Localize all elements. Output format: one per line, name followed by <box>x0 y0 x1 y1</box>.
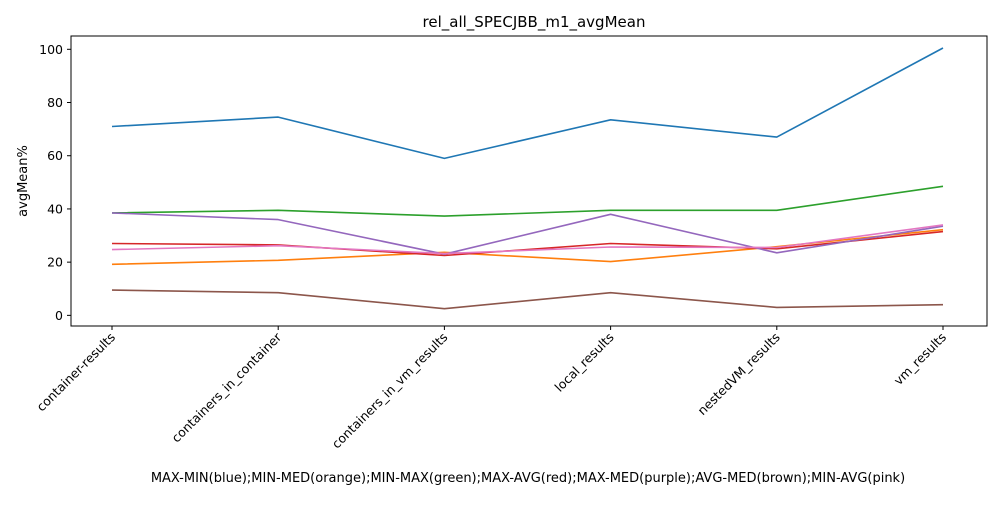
x-tick-label: containers_in_vm_results <box>329 330 451 452</box>
x-tick-label: nestedVM_results <box>694 330 782 418</box>
series-line-4 <box>111 212 944 255</box>
x-tick-label: container-results <box>33 330 118 415</box>
y-tick-label: 60 <box>47 148 63 163</box>
y-tick-label: 40 <box>47 201 63 216</box>
chart-title: rel_all_SPECJBB_m1_avgMean <box>423 13 646 32</box>
y-axis: 0 20 40 60 80 100 <box>39 42 71 323</box>
series-line-0 <box>111 47 944 160</box>
y-tick-label: 0 <box>55 308 63 323</box>
y-tick-label: 80 <box>47 95 63 110</box>
y-tick-label: 100 <box>39 42 63 57</box>
x-tick-label: vm_results <box>891 330 949 388</box>
series-lines <box>111 47 944 310</box>
series-line-3 <box>111 230 944 257</box>
x-tick-label: local_results <box>551 330 616 395</box>
series-line-5 <box>111 289 944 310</box>
x-axis: container-results containers_in_container… <box>33 326 949 451</box>
x-tick-label: containers_in_container <box>168 329 284 445</box>
y-axis-label: avgMean% <box>16 145 31 217</box>
y-tick-label: 20 <box>47 255 63 270</box>
x-axis-label: MAX-MIN(blue);MIN-MED(orange);MIN-MAX(gr… <box>151 471 905 486</box>
plot-area-frame <box>70 35 988 327</box>
series-line-2 <box>111 185 944 217</box>
series-line-6 <box>111 224 944 255</box>
